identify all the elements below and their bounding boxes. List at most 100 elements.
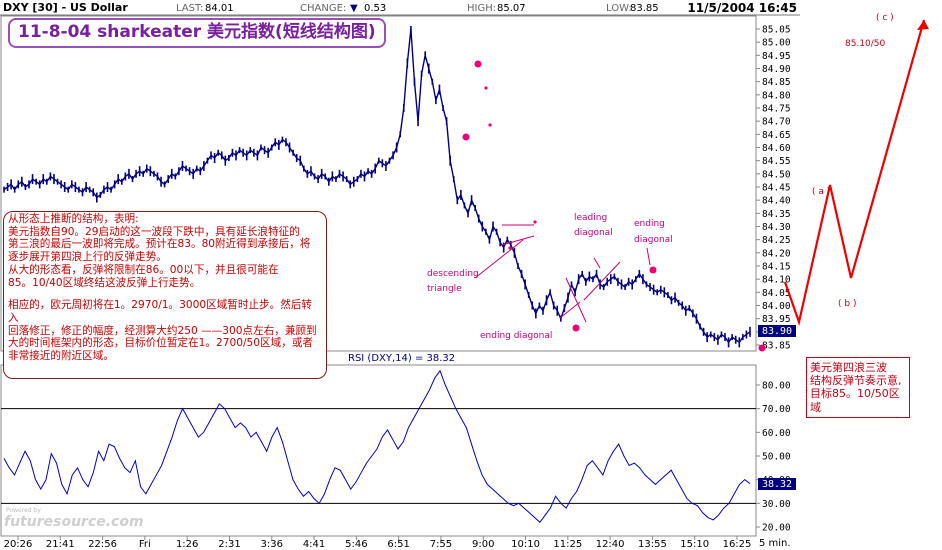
datetime: 11/5/2004 16:45 — [687, 1, 797, 15]
rsi-panel — [0, 364, 757, 537]
wave-note: 美元第四浪三波 结构反弹节奏示意, 目标85。10/50区域 — [806, 357, 910, 418]
rsi-tick-label: 70.00 — [762, 404, 791, 415]
target-label: 85.10/50 — [845, 39, 886, 49]
time-tick-label: 21:41 — [46, 539, 75, 550]
time-tick-label: 22:56 — [88, 539, 117, 550]
high-label: HIGH: — [467, 3, 496, 14]
price-tick-label: 84.35 — [762, 209, 791, 220]
price-tick-label: 84.30 — [762, 222, 791, 233]
rsi-current-value: 38.32 — [762, 479, 792, 490]
price-tick-label: 84.65 — [762, 130, 791, 141]
rsi-current-box — [758, 478, 796, 490]
time-axis: 20:26 21:41 22:56 Fri 1:26 2:31 3:36 4:41 5:46 6:… — [4, 536, 752, 550]
price-tick-label: 84.60 — [762, 143, 791, 154]
note-line: 逐步展开第四浪上行的反弹走势。 — [8, 251, 167, 264]
time-tick-label: 16:25 — [723, 539, 752, 550]
wave-note-line: 美元第四浪三波 — [810, 361, 887, 374]
note-line: 从形态上推断的结构，表明: — [8, 213, 139, 225]
price-tick-label: 85.00 — [762, 38, 791, 49]
time-tick-label: Fri — [139, 539, 151, 550]
analysis-note: 从形态上推断的结构，表明: 美元指数自90。29启动的这一波段下跌中，具有延长浪… — [3, 211, 327, 379]
price-current-box — [758, 325, 796, 337]
wave-note-line: 结构反弹节奏示意, — [810, 374, 902, 388]
price-tick-label: 84.50 — [762, 169, 791, 180]
price-tick-label: 84.70 — [762, 117, 791, 128]
interval-label: 5 min. — [759, 538, 791, 549]
wave-note-line: 目标85。10/50区域 — [810, 387, 900, 414]
note-line: 非常接近的附近区域。 — [8, 350, 114, 363]
price-tick-label: 84.00 — [762, 301, 791, 312]
time-tick-label: 2:31 — [218, 539, 240, 550]
time-tick-label: 1:26 — [176, 539, 198, 550]
note-line: 大的时间框架内的形态，目标价位暂定在1。2700/50区域，或者 — [8, 337, 313, 350]
rsi-tick-label: 80.00 — [762, 381, 791, 392]
annotation-leading: leading — [574, 213, 607, 223]
time-tick-label: 9:00 — [472, 539, 494, 550]
price-current-value: 83.90 — [762, 326, 792, 337]
high-value: 85.07 — [497, 3, 526, 14]
time-tick-label: 11:25 — [553, 539, 582, 550]
time-tick-label: 7:55 — [430, 539, 452, 550]
price-tick-label: 84.55 — [762, 156, 791, 167]
note-line: 相应的，欧元周初将在1。2970/1。3000区域暂时止步。然后转入 — [8, 299, 313, 324]
note-line: 第三浪的最后一波即将完成。预计在83。80附近得到承接后，将 — [8, 238, 311, 251]
price-tick-label: 84.10 — [762, 275, 791, 286]
low-label: LOW: — [606, 3, 632, 14]
price-tick-label: 85.05 — [762, 25, 791, 36]
wave-b-label: ( b ) — [838, 299, 856, 309]
watermark-prefix: Powered by — [6, 507, 41, 514]
time-tick-label: 12:40 — [596, 539, 625, 550]
last-value: 84.01 — [205, 3, 234, 14]
time-tick-label: 10:10 — [511, 539, 540, 550]
annotation-triangle: triangle — [427, 284, 462, 294]
annotation-diagonal-2: diagonal — [634, 235, 673, 245]
note-line: 85。10/40区域终结这波反弹上行走势。 — [8, 276, 201, 289]
price-tick-label: 84.25 — [762, 235, 791, 246]
price-tick-label: 84.85 — [762, 77, 791, 88]
price-tick-label: 84.80 — [762, 90, 791, 101]
time-tick-label: 3:36 — [261, 539, 283, 550]
price-tick-label: 83.95 — [762, 314, 791, 325]
rsi-tick-label: 60.00 — [762, 428, 791, 439]
annotation-descending: descending — [427, 269, 479, 279]
note-line: 从大的形态看，反弹将限制在86。00以下，并且很可能在 — [8, 263, 279, 276]
price-tick-label: 84.05 — [762, 288, 791, 299]
annotation-ending: ending — [634, 219, 665, 229]
time-tick-label: 4:41 — [303, 539, 325, 550]
rsi-label: RSI (DXY,14) = 38.32 — [348, 353, 455, 364]
time-tick-label: 20:26 — [4, 539, 33, 550]
watermark-logo: futuresource.com — [4, 514, 144, 530]
price-tick-label: 84.45 — [762, 183, 791, 194]
annotation-ending-diagonal-1: ending diagonal — [480, 331, 552, 341]
rsi-line — [3, 369, 751, 524]
low-value: 83.85 — [630, 3, 659, 14]
note-line: 美元指数自90。29启动的这一波段下跌中，具有延长浪特征的 — [8, 225, 300, 238]
price-line — [3, 28, 751, 344]
wave-c-label: ( c ) — [876, 13, 894, 23]
price-tick-label: 84.90 — [762, 64, 791, 75]
change-down-icon: ▼ — [350, 3, 358, 14]
price-annotations: descending triangle ending diagonal lead… — [427, 60, 766, 352]
rsi-series — [3, 369, 751, 524]
symbol-label: DXY [30] - US Dollar — [3, 1, 128, 14]
rsi-tick-label: 30.00 — [762, 499, 791, 510]
time-tick-label: 6:51 — [387, 539, 409, 550]
price-tick-label: 84.15 — [762, 262, 791, 273]
note-line: 回落修正，修正的幅度，经测算大约250 ——300点左右，兼顾到 — [8, 324, 317, 337]
price-tick-label: 84.20 — [762, 248, 791, 259]
time-tick-label: 13:55 — [638, 539, 667, 550]
note-gap — [8, 289, 322, 299]
change-label: CHANGE: — [300, 3, 346, 14]
price-axis: 85.05 85.00 84.95 84.90 84.85 84.80 84.75 84.70… — [756, 25, 791, 352]
time-tick-label: 15:10 — [680, 539, 709, 550]
change-value: 0.53 — [364, 3, 386, 14]
wave-projection: ( a ) ( b ) ( c ) 85.10/50 — [783, 13, 929, 326]
price-tick-label: 84.95 — [762, 51, 791, 62]
price-tick-label: 84.75 — [762, 104, 791, 115]
annotation-diagonal: diagonal — [574, 228, 613, 238]
time-tick-label: 5:46 — [345, 539, 367, 550]
wave-a-label: ( a ) — [812, 187, 830, 197]
rsi-tick-label: 20.00 — [762, 523, 791, 534]
price-tick-label: 84.40 — [762, 196, 791, 207]
header-bar — [0, 0, 800, 15]
